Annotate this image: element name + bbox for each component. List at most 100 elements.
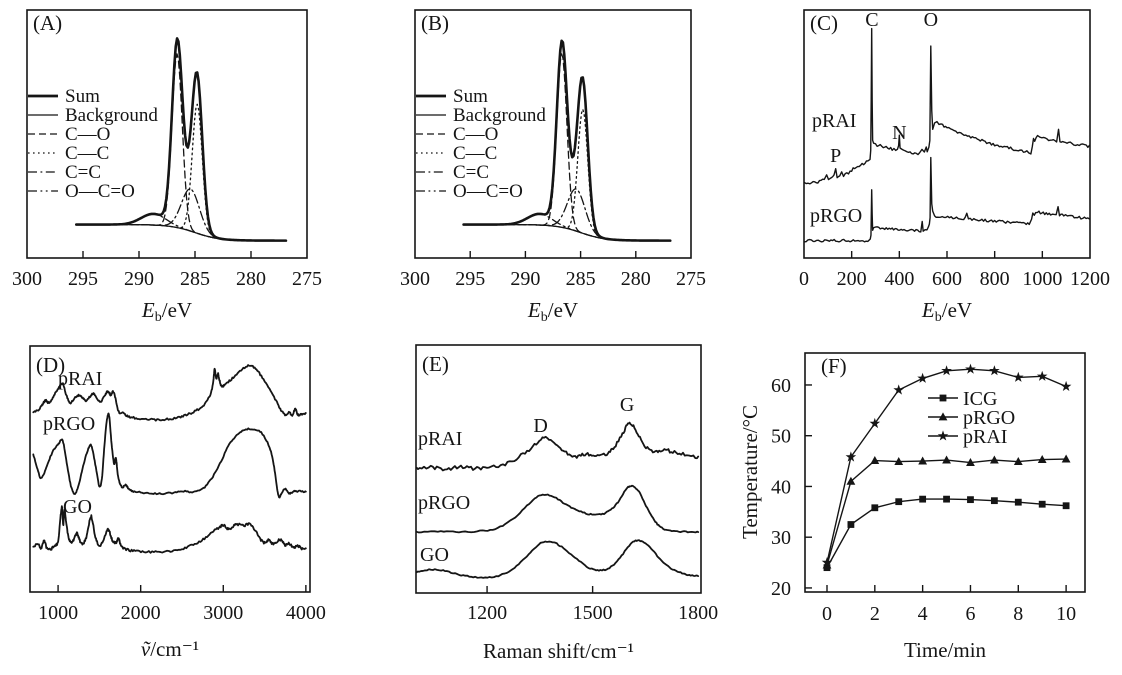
data-point-pRAI (1060, 380, 1072, 391)
curve-pRAI (32, 364, 307, 422)
x-tick-label: 300 (400, 268, 430, 290)
legend-label: C=C (65, 162, 101, 183)
data-point-ICG (919, 495, 927, 503)
data-point-pRGO (846, 476, 856, 485)
x-axis: 300 295 290 285 280 275 Eb/eV (400, 251, 706, 325)
panel-A: 300 295 290 285 280 275Eb/eVSumBackgroundC—OC… (12, 9, 322, 325)
series-label-pRAI: pRAI (812, 110, 856, 132)
plot-frame (29, 345, 311, 593)
data-point-pRAI (989, 365, 1000, 376)
x-axis-label: Time/min (904, 638, 987, 662)
plot-frame (803, 9, 1091, 259)
legend-label: O—C=O (65, 181, 135, 202)
curve-pRGO (32, 412, 307, 499)
legend-label: C=C (453, 162, 489, 183)
series-label-pRGO: pRGO (810, 205, 862, 227)
x-tick-label: 275 (292, 268, 322, 290)
legend-label: pRAI (963, 426, 1007, 448)
data-point-pRGO (918, 456, 928, 465)
curve-pRAI (803, 27, 1091, 185)
series-label-GO: GO (420, 544, 449, 566)
annotation-G: G (620, 394, 634, 416)
annotation-P: P (830, 145, 841, 167)
x-tick-label: 400 (884, 268, 914, 290)
x-tick-label: 200 (837, 268, 867, 290)
data-point-pRAI (821, 557, 833, 568)
x-tick-label: 8 (1013, 603, 1023, 625)
y-tick-label: 50 (771, 426, 791, 448)
panel-F: 0 2 4 6 8 10 Time/min 20 30 40 50 60 Temperature/°C I… (738, 352, 1086, 662)
series-label-GO: GO (63, 496, 92, 518)
data-point-pRGO (942, 455, 951, 464)
data-point-pRAI (917, 372, 928, 383)
data-point-pRGO (966, 458, 975, 467)
background-curve (462, 223, 671, 242)
series-label-pRAI: pRAI (418, 428, 462, 450)
data-point-ICG (1014, 498, 1022, 506)
legend-label: C—O (453, 124, 498, 145)
x-tick-label: 295 (455, 268, 485, 290)
curve-GO (32, 505, 307, 554)
x-tick-label: 0 (822, 603, 832, 625)
x-tick-label: 275 (676, 268, 706, 290)
x-tick-label: 290 (124, 268, 154, 290)
data-point-pRAI (845, 451, 857, 462)
x-tick-label: 3000 (203, 602, 243, 624)
data-point-ICG (1062, 502, 1070, 510)
data-point-pRGO (1037, 454, 1047, 463)
annotation-C: C (865, 9, 878, 31)
data-point-ICG (967, 496, 974, 504)
panel-E: 1200 1500 1800 Raman shift/cm⁻¹ pRAI pRGO GO D G… (415, 344, 718, 663)
legend-label: C—C (65, 143, 109, 164)
x-tick-label: 600 (932, 268, 962, 290)
annotation-D: D (533, 415, 547, 437)
curve-pRAI (415, 421, 700, 472)
x-tick-label: 280 (236, 268, 266, 290)
data-point-ICG (847, 521, 855, 528)
x-axis-label: Eb/eV (141, 298, 192, 325)
legend-label: C—O (65, 124, 110, 145)
legend-label: Background (65, 105, 158, 126)
x-axis: 0 2 4 6 8 10 Time/min (822, 585, 1076, 662)
x-tick-label: 0 (799, 268, 809, 290)
panel-C: 0 200 400 600 800 1000 1200 Eb/eV pRAI pRGO C O N P (C… (799, 9, 1110, 325)
x-axis-label: ṽ/cm⁻¹ (141, 637, 199, 661)
plot-frame (26, 9, 308, 259)
sum-curve (74, 37, 288, 242)
x-tick-label: 1500 (573, 602, 613, 624)
y-axis-label: Temperature/°C (738, 405, 762, 539)
legend-label: pRGO (963, 407, 1015, 429)
legend-marker-pRGO (938, 412, 948, 421)
x-tick-label: 1800 (678, 602, 718, 624)
y-tick-label: 30 (771, 527, 791, 549)
data-point-pRAI (893, 384, 905, 395)
panel-letter-B: (B) (421, 11, 449, 35)
data-point-pRGO (1061, 454, 1071, 463)
plot-frame (415, 344, 702, 594)
sum-curve (462, 39, 672, 242)
legend-label: Background (453, 105, 546, 126)
x-axis: 0 200 400 600 800 1000 1200 Eb/eV (799, 251, 1110, 325)
data-point-ICG (871, 504, 879, 512)
legend-label: C—C (453, 143, 497, 164)
x-tick-label: 800 (980, 268, 1010, 290)
data-point-pRAI (965, 363, 976, 374)
legend-label: O—C=O (453, 181, 523, 202)
legend-marker-ICG (939, 394, 947, 402)
series-line-ICG (826, 498, 1067, 568)
data-point-pRGO (870, 455, 880, 464)
x-tick-label: 290 (510, 268, 540, 290)
y-tick-label: 20 (771, 578, 791, 600)
component-curve-O—C=O (75, 213, 287, 242)
component-curve-O—C=O (462, 213, 671, 242)
annotation-O: O (924, 9, 938, 31)
legend-marker-pRAI (937, 430, 949, 441)
panel-letter-A: (A) (33, 11, 62, 35)
x-axis: 300 295 290 285 280 275 Eb/eV (12, 251, 322, 325)
data-point-pRAI (941, 365, 952, 376)
y-tick-label: 40 (771, 476, 791, 498)
